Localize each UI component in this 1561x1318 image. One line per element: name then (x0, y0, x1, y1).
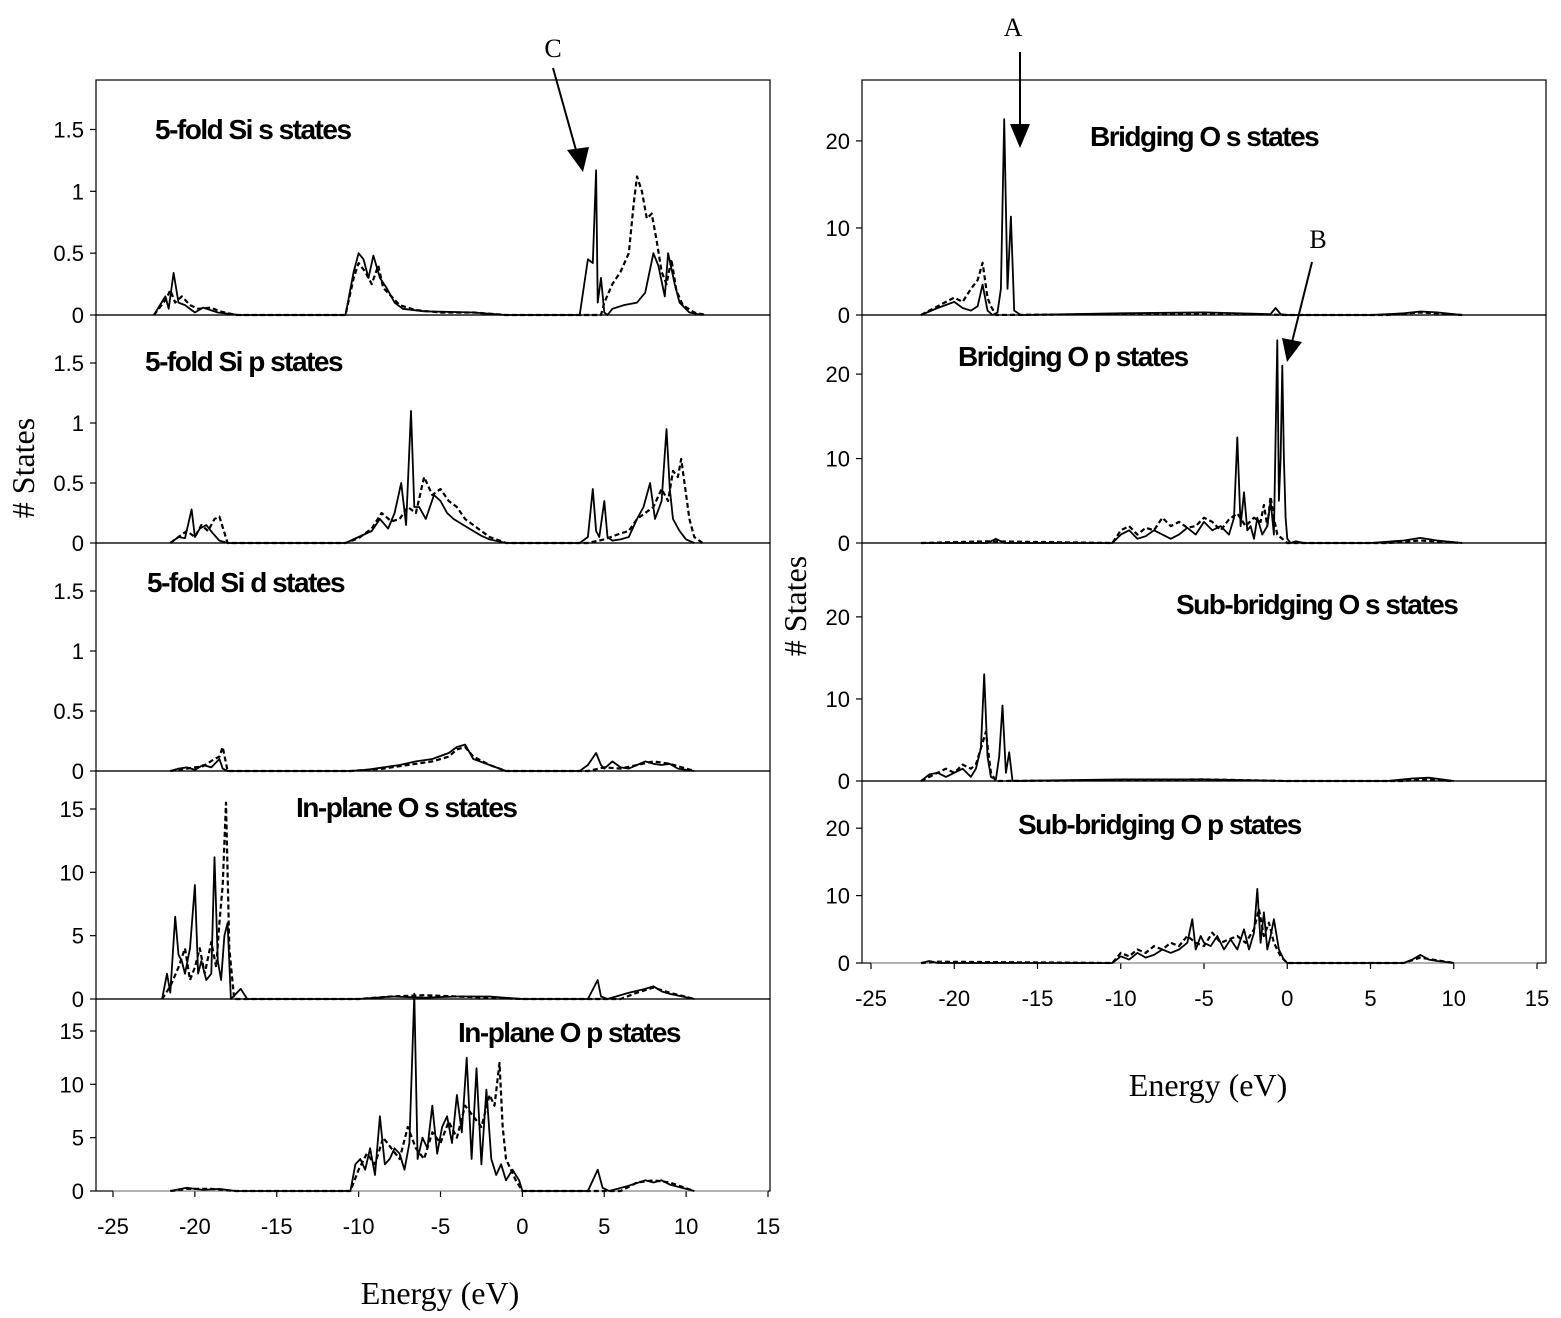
series-line-solid (920, 888, 1454, 964)
panel-5-fold-si-p-states: 0 0.5 1 1.5 5-fold Si p states (53, 314, 771, 556)
series-line-dashed (161, 801, 695, 1001)
y-tick-label: 0 (72, 1179, 84, 1204)
panel-in-plane-o-p-states: 0 5 10 15 -25 -20 -15 -10 -5 0 5 10 15 In-plane O p s… (60, 992, 780, 1239)
panel-title: In-plane O s states (296, 792, 517, 823)
x-tick-label: 5 (1364, 986, 1376, 1011)
x-tick-label: 10 (1442, 986, 1466, 1011)
x-tick-label: -20 (179, 1214, 211, 1239)
series-line-dashed (920, 261, 1463, 317)
panel-frame (861, 79, 1547, 316)
annotation-a-arrowhead (1010, 124, 1030, 148)
x-tick-label: -20 (938, 986, 970, 1011)
panel-5-fold-si-s-states: 0 0.5 1 1.5 5-fold Si s states (53, 79, 771, 328)
y-tick-label: 1.5 (53, 117, 84, 142)
x-tick-label: -10 (1105, 986, 1137, 1011)
x-tick-label: 10 (674, 1214, 698, 1239)
series-line-dashed (170, 1061, 695, 1193)
panel-in-plane-o-s-states: 0 5 10 15 In-plane O s states (60, 770, 771, 1012)
annotation-c: C (544, 34, 561, 63)
series-line-solid (170, 992, 695, 1192)
y-tick-label: 0 (72, 531, 84, 556)
y-tick-label: 20 (826, 816, 850, 841)
y-tick-label: 0 (72, 759, 84, 784)
y-tick-label: 15 (60, 1019, 84, 1044)
y-tick-label: 20 (826, 362, 850, 387)
panel-title: Sub-bridging O s states (1176, 589, 1458, 620)
series-line-dashed (153, 175, 707, 317)
y-tick-label: 0 (838, 951, 850, 976)
y-tick-label: 10 (826, 216, 850, 241)
x-tick-label: -15 (1022, 986, 1054, 1011)
y-tick-label: 10 (60, 1072, 84, 1097)
panel-sub-bridging-o-s-states: 0 10 20 Sub-bridging O s states (826, 542, 1547, 794)
x-tick-label: -10 (343, 1214, 375, 1239)
x-tick-label: -15 (261, 1214, 293, 1239)
y-tick-label: 15 (60, 797, 84, 822)
annotation-a: A (1004, 13, 1023, 42)
left-x-axis-label: Energy (eV) (361, 1275, 519, 1311)
annotation-c-arrowhead (567, 147, 589, 172)
y-tick-label: 0 (838, 769, 850, 794)
y-tick-label: 1.5 (53, 351, 84, 376)
x-tick-label: 15 (1525, 986, 1549, 1011)
y-tick-label: 0 (72, 303, 84, 328)
x-tick-label: -25 (855, 986, 887, 1011)
x-tick-label: 5 (598, 1214, 610, 1239)
y-tick-label: 20 (826, 605, 850, 630)
series-line-solid (920, 673, 1454, 782)
y-tick-label: 0.5 (53, 241, 84, 266)
y-tick-label: 10 (826, 687, 850, 712)
series-line-dashed (920, 495, 1463, 545)
panel-bridging-o-s-states: 0 10 20 Bridging O s states (826, 79, 1547, 328)
panel-title: 5-fold Si s states (155, 114, 351, 145)
x-tick-label: 15 (756, 1214, 780, 1239)
panel-bridging-o-p-states: 0 10 20 Bridging O p states (826, 314, 1547, 556)
panel-sub-bridging-o-p-states: 0 10 20 -25 -20 -15 -10 -5 0 5 10 15 Sub-bridging O … (826, 780, 1549, 1011)
y-tick-label: 0 (838, 531, 850, 556)
y-tick-label: 0 (838, 303, 850, 328)
y-tick-label: 1.5 (53, 579, 84, 604)
y-tick-label: 0.5 (53, 699, 84, 724)
left-y-axis-label: # States (5, 418, 41, 518)
panel-title: In-plane O p states (458, 1017, 681, 1048)
series-line-dashed (920, 907, 1454, 965)
panel-5-fold-si-d-states: 0 0.5 1 1.5 5-fold Si d states (53, 542, 771, 784)
y-tick-label: 0 (72, 987, 84, 1012)
right-x-axis-label: Energy (eV) (1129, 1067, 1287, 1103)
series-line-solid (161, 856, 695, 1000)
series-line-dashed (169, 457, 704, 545)
series-line-solid (170, 743, 695, 772)
panel-title: 5-fold Si p states (145, 346, 343, 377)
x-tick-label: -5 (431, 1214, 451, 1239)
x-tick-label: 0 (516, 1214, 528, 1239)
panel-title: 5-fold Si d states (147, 567, 345, 598)
annotation-b-arrowhead (1282, 338, 1302, 362)
y-tick-label: 0.5 (53, 471, 84, 496)
panel-title: Bridging O p states (958, 341, 1189, 372)
x-tick-label: 0 (1281, 986, 1293, 1011)
y-tick-label: 5 (72, 924, 84, 949)
y-tick-label: 10 (826, 884, 850, 909)
panel-frame (861, 542, 1547, 782)
right-y-axis-label: # States (777, 556, 813, 656)
y-tick-label: 1 (72, 639, 84, 664)
y-tick-label: 10 (60, 860, 84, 885)
y-tick-label: 1 (72, 179, 84, 204)
panel-title: Bridging O s states (1090, 121, 1319, 152)
y-tick-label: 1 (72, 411, 84, 436)
annotation-b-arrow (1290, 261, 1313, 347)
annotation-b: B (1309, 225, 1326, 254)
y-tick-label: 5 (72, 1126, 84, 1151)
y-tick-label: 20 (826, 129, 850, 154)
y-tick-label: 10 (826, 447, 850, 472)
series-line-solid (169, 410, 695, 544)
series-line-solid (153, 169, 703, 316)
x-tick-label: -5 (1194, 986, 1214, 1011)
series-line-solid (921, 339, 1463, 544)
x-tick-label: -25 (97, 1214, 129, 1239)
panel-title: Sub-bridging O p states (1018, 809, 1302, 840)
